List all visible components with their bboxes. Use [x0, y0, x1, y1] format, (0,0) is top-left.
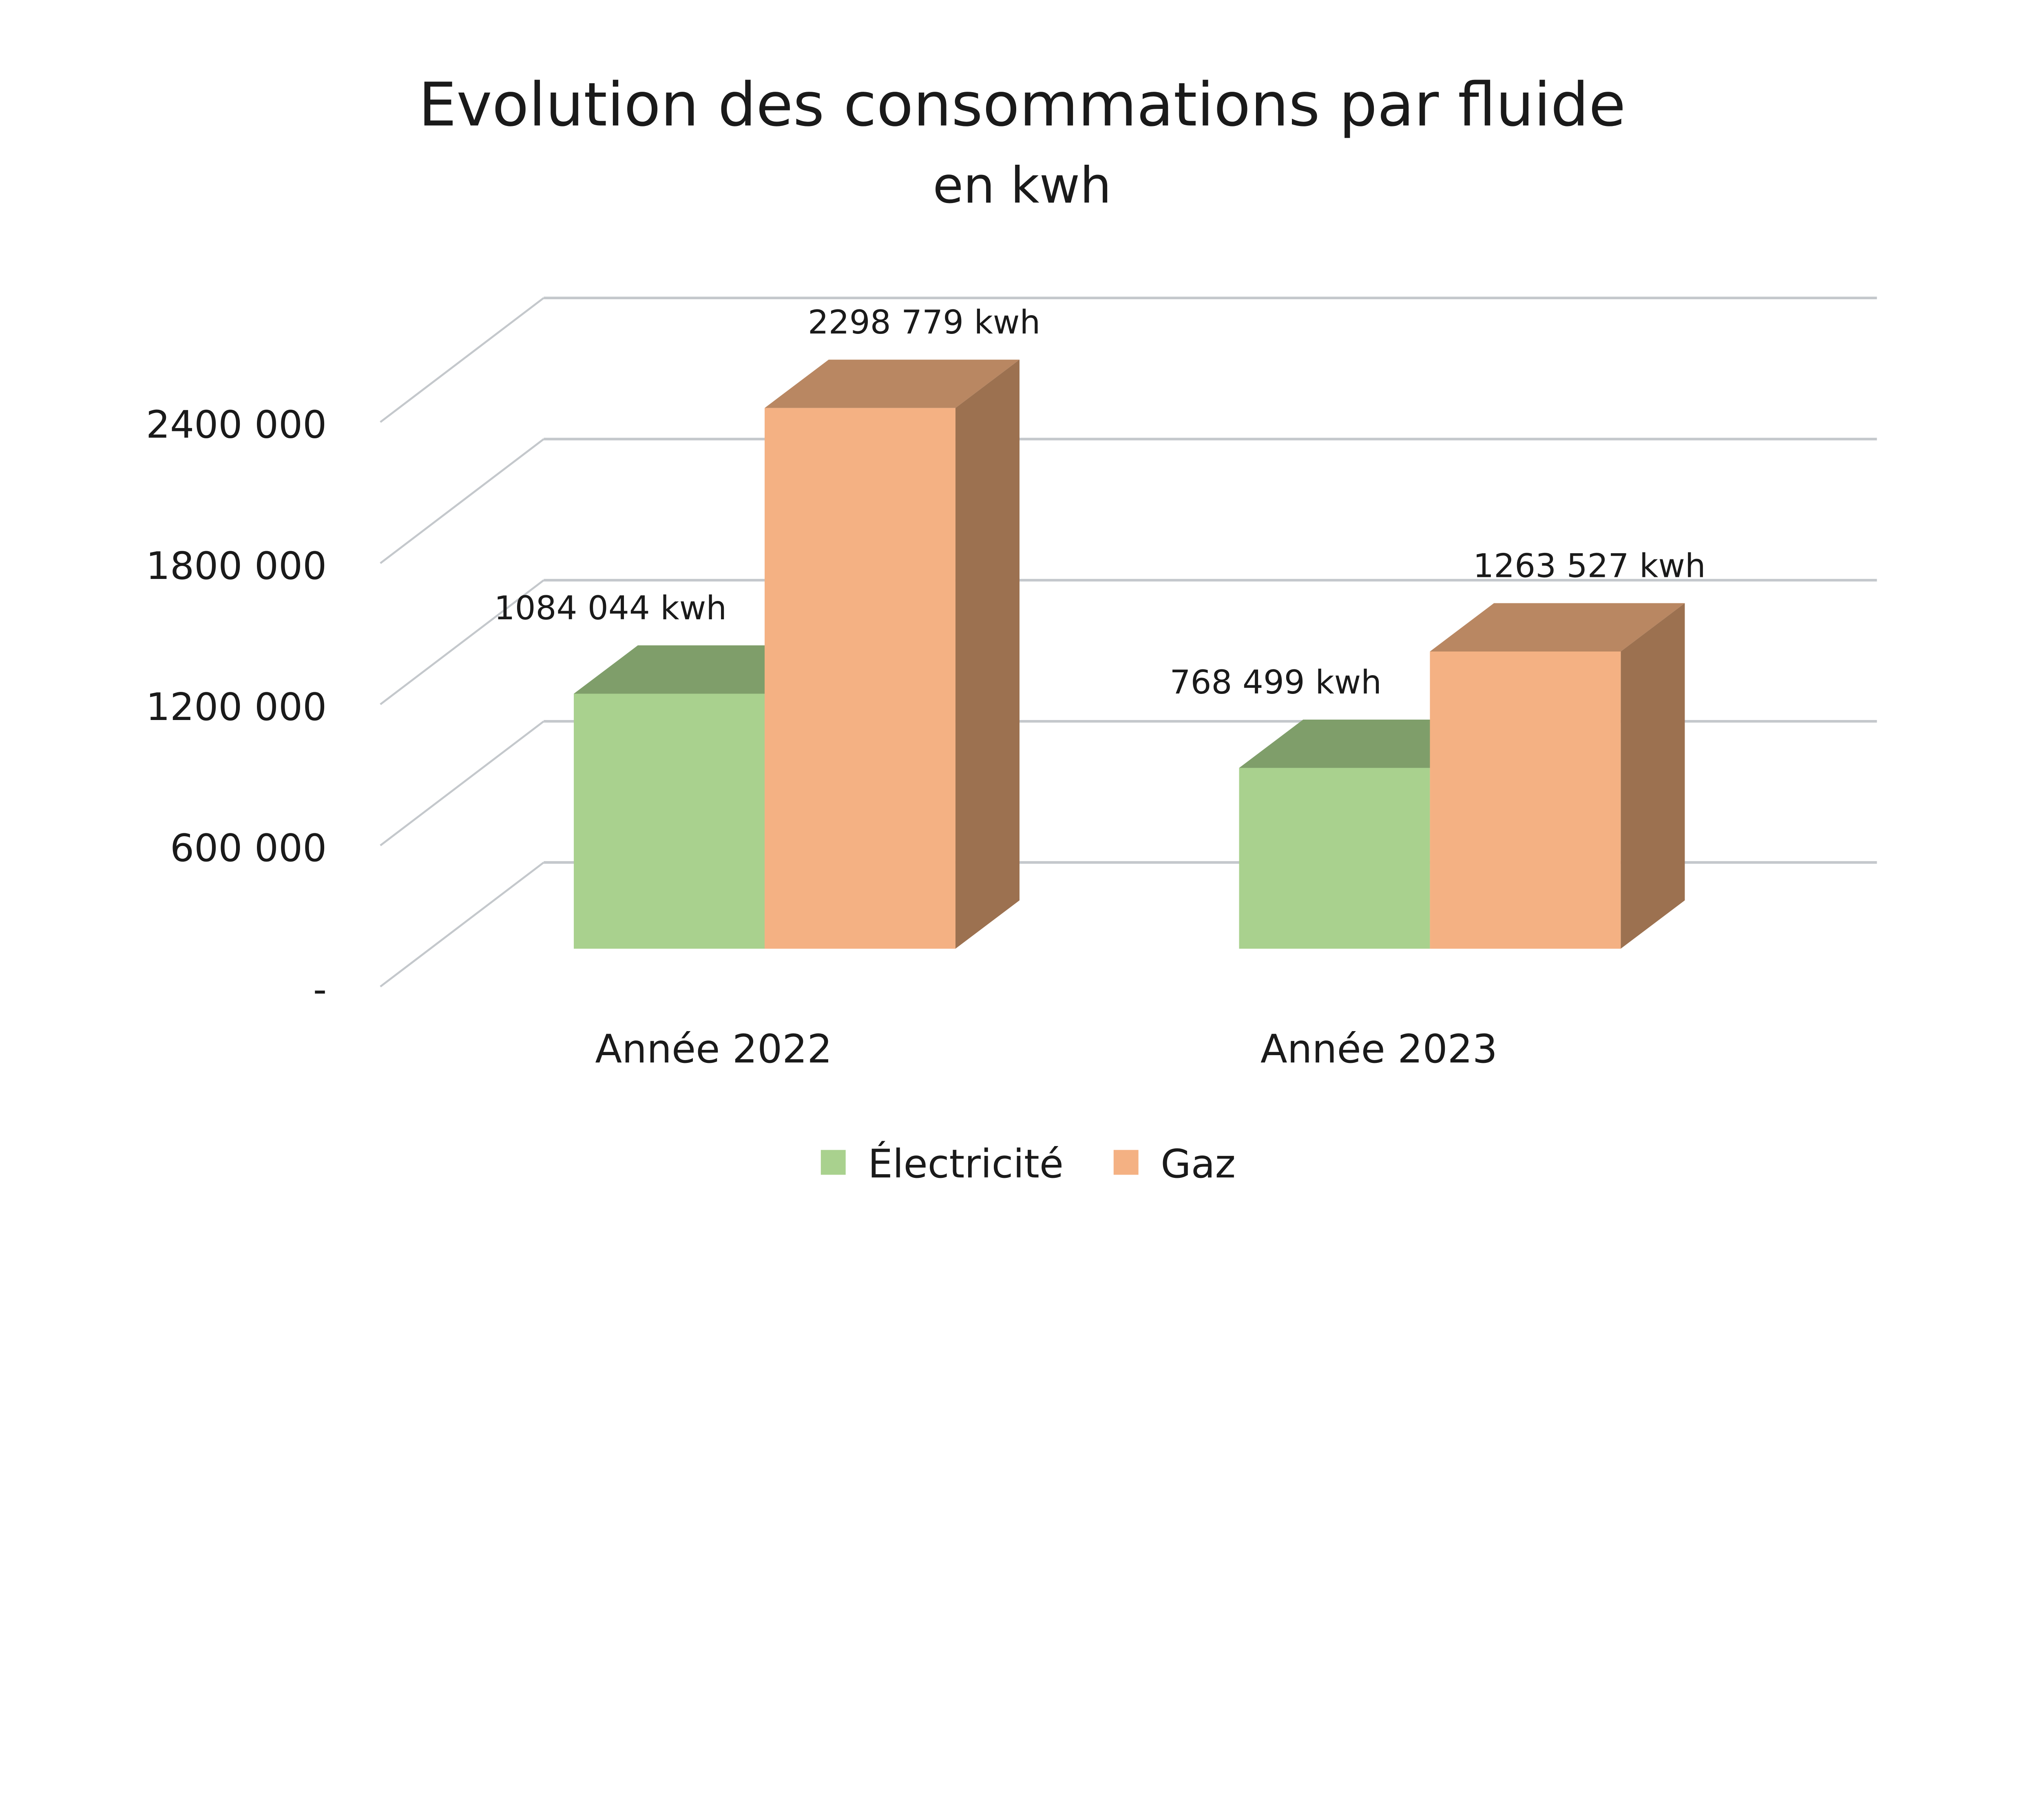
x-tick-label: Année 2023: [1261, 1026, 1497, 1072]
bar-top-face: [765, 360, 1020, 408]
bar-side-face: [955, 360, 1020, 949]
bars: [574, 360, 1685, 949]
gridline-depth: [380, 297, 544, 423]
legend-label: Gaz: [1161, 1141, 1236, 1187]
y-tick-label: 600 000: [170, 826, 327, 870]
legend-label: Électricité: [868, 1141, 1064, 1187]
x-axis-tick-labels: Année 2022 Année 2023: [595, 1026, 1497, 1072]
y-axis-tick-labels: - 600 000 1200 000 1800 000 2400 000: [146, 403, 327, 1012]
bar-gaz-2: [1430, 603, 1685, 949]
legend-swatch: [820, 1150, 846, 1175]
gridline-depth: [380, 861, 544, 987]
data-label: 2298 779 kwh: [808, 303, 1040, 341]
legend-swatch: [1113, 1150, 1139, 1175]
gridline-depth: [380, 438, 544, 564]
bar-gaz-1: [765, 360, 1020, 949]
y-tick-label: 2400 000: [146, 403, 327, 447]
y-tick-label: 1200 000: [146, 685, 327, 729]
bar-side-face: [1621, 603, 1685, 949]
data-label: 1084 044 kwh: [494, 589, 727, 627]
bar-front-face: [1430, 651, 1621, 949]
legend-item-gaz: Gaz: [1113, 1141, 1236, 1187]
bar-front-face: [1239, 768, 1430, 949]
y-tick-label: -: [313, 967, 327, 1011]
chart-title: Evolution des consommations par fluide: [418, 70, 1625, 140]
data-label: 768 499 kwh: [1170, 663, 1381, 701]
legend: Électricité Gaz: [820, 1141, 1236, 1187]
data-label: 1263 527 kwh: [1473, 547, 1705, 585]
bar-chart-3d: Evolution des consommations par fluide e…: [146, 70, 1877, 1187]
y-tick-label: 1800 000: [146, 544, 327, 588]
bar-top-face: [1430, 603, 1685, 652]
bar-front-face: [765, 408, 955, 949]
bar-electricite-1: [574, 645, 829, 949]
chart-subtitle: en kwh: [933, 157, 1111, 214]
gridline-depth: [380, 720, 544, 846]
data-labels: 1084 044 kwh 2298 779 kwh 768 499 kwh 1263 …: [494, 303, 1706, 701]
bar-front-face: [574, 694, 765, 949]
x-tick-label: Année 2022: [595, 1026, 832, 1072]
gridline-depth: [380, 579, 544, 705]
legend-item-electricite: Électricité: [820, 1141, 1064, 1187]
bar-electricite-2: [1239, 719, 1494, 949]
